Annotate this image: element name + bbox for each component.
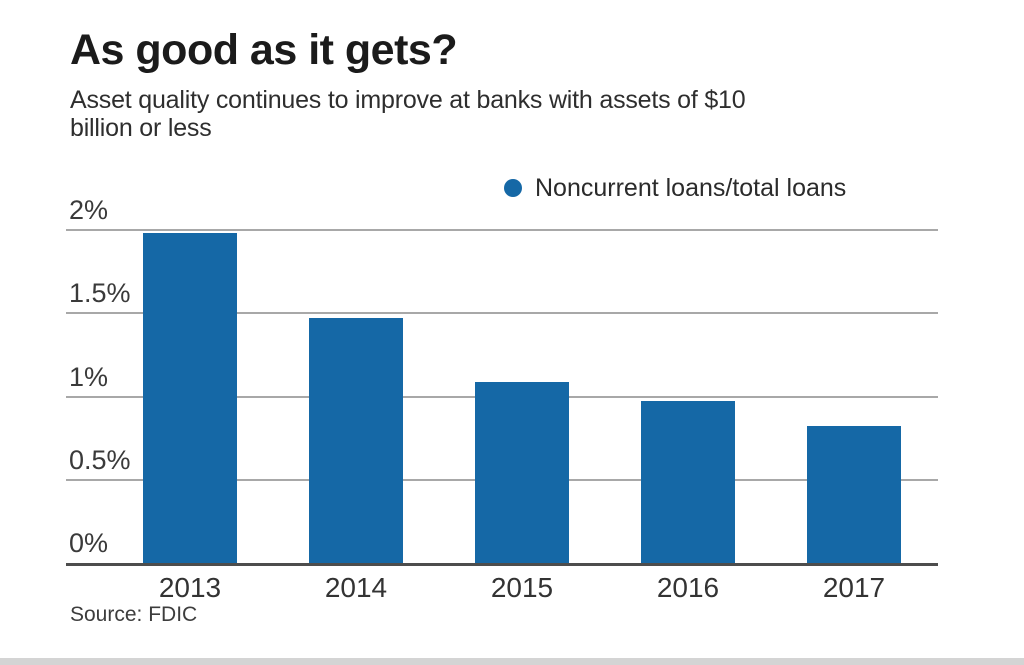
bar-2015: [475, 382, 569, 563]
bottom-edge-strip: [0, 658, 1024, 665]
legend: Noncurrent loans/total loans: [504, 174, 846, 202]
bar-2016: [641, 401, 735, 563]
bar-2017: [807, 426, 901, 563]
x-tick-label: 2017: [822, 572, 886, 603]
x-tick-label: 2014: [324, 572, 388, 603]
gridline: [66, 312, 938, 315]
bar-2013: [143, 233, 237, 563]
x-tick-label: 2016: [656, 572, 720, 603]
y-tick-label: 1%: [69, 361, 109, 392]
gridline: [66, 229, 938, 231]
legend-dot-icon: [504, 179, 522, 197]
x-tick-label: 2015: [490, 572, 554, 603]
y-tick-label: 0.5%: [69, 444, 131, 475]
y-tick-label: 0%: [69, 528, 109, 558]
y-tick-label: 1.5%: [69, 278, 131, 309]
x-tick-label: 2013: [158, 572, 222, 603]
bar-2014: [309, 318, 403, 563]
chart-subtitle: Asset quality continues to improve at ba…: [70, 86, 746, 142]
y-tick-label: 2%: [69, 195, 109, 225]
bar-chart: 0% 0.5% 1% 1.5% 2% 2013 2014 2015 2016 2017: [66, 195, 938, 603]
x-axis-line: [66, 563, 938, 566]
source-note: Source: FDIC: [70, 603, 198, 626]
chart-title: As good as it gets?: [70, 26, 458, 74]
legend-label: Noncurrent loans/total loans: [535, 173, 847, 202]
